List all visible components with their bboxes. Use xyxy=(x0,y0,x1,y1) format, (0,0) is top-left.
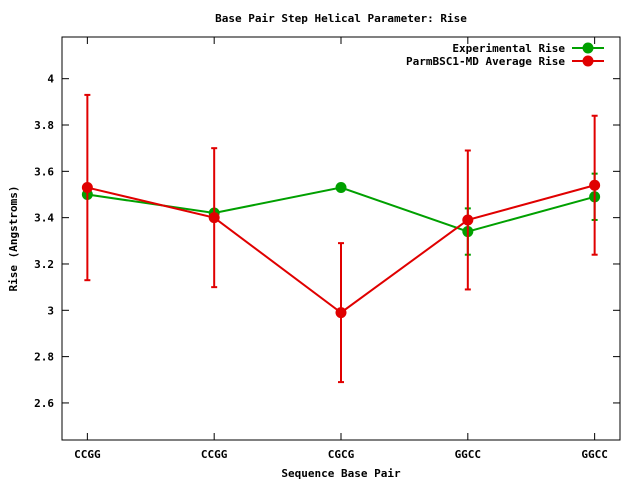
y-tick-label: 3 xyxy=(47,304,54,317)
axis-ticks: 2.6 2.8 3 3.2 3.4 3.6 3.8 4 CCGG CCGG CGCG GGCC GGCC xyxy=(34,37,620,461)
legend-label: Experimental Rise xyxy=(452,42,565,55)
x-tick-label: CCGG xyxy=(201,448,228,461)
x-tick-label: CGCG xyxy=(328,448,355,461)
chart-title: Base Pair Step Helical Parameter: Rise xyxy=(215,12,467,25)
data-point xyxy=(335,307,347,319)
legend-marker xyxy=(582,55,594,67)
y-tick-label: 4 xyxy=(47,73,54,86)
y-tick-label: 2.6 xyxy=(34,397,54,410)
legend-marker xyxy=(582,42,594,54)
y-axis-label: Rise (Angstroms) xyxy=(7,186,20,292)
x-tick-label: GGCC xyxy=(455,448,482,461)
data-point xyxy=(335,182,347,194)
x-axis-label: Sequence Base Pair xyxy=(281,467,401,480)
series-layer xyxy=(81,93,601,384)
x-tick-label: CCGG xyxy=(74,448,101,461)
y-tick-label: 2.8 xyxy=(34,351,54,364)
y-tick-label: 3.2 xyxy=(34,258,54,271)
data-point xyxy=(81,182,93,194)
data-point xyxy=(462,214,474,226)
data-point xyxy=(589,179,601,191)
data-point xyxy=(208,212,220,224)
y-tick-label: 3.6 xyxy=(34,165,54,178)
y-tick-label: 3.8 xyxy=(34,119,54,132)
series-2 xyxy=(81,93,601,384)
legend-label: ParmBSC1-MD Average Rise xyxy=(406,55,565,68)
x-tick-label: GGCC xyxy=(581,448,608,461)
y-tick-label: 3.4 xyxy=(34,212,54,225)
